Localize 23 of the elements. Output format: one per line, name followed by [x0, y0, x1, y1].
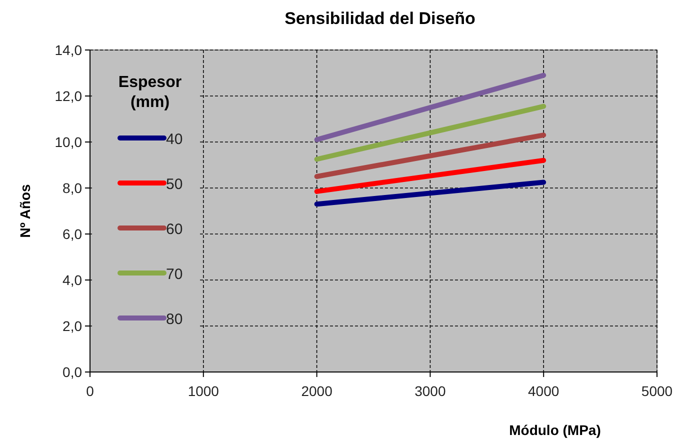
- y-tick-label: 8,0: [62, 180, 82, 196]
- y-tick-label: 10,0: [54, 134, 82, 150]
- legend-label: 50: [166, 176, 183, 193]
- y-tick-label: 2,0: [62, 318, 82, 334]
- x-axis-title: Módulo (MPa): [509, 422, 601, 438]
- x-tick-label: 4000: [528, 383, 560, 399]
- legend-label: 70: [166, 266, 183, 283]
- x-tick-label: 1000: [188, 383, 220, 399]
- legend-label: 80: [166, 311, 183, 328]
- y-tick-label: 14,0: [54, 42, 82, 58]
- y-tick-label: 6,0: [62, 226, 82, 242]
- legend-label: 40: [166, 131, 183, 148]
- x-tick-label: 3000: [414, 383, 446, 399]
- x-tick-label: 0: [86, 383, 94, 399]
- legend-label: 60: [166, 221, 183, 238]
- y-tick-label: 12,0: [54, 88, 82, 104]
- y-tick-label: 4,0: [62, 272, 82, 288]
- x-tick-label: 2000: [301, 383, 333, 399]
- y-tick-label: 0,0: [62, 364, 82, 380]
- chart-title: Sensibilidad del Diseño: [284, 9, 476, 28]
- y-axis-title: Nº Años: [17, 184, 33, 238]
- x-tick-label: 5000: [641, 383, 673, 399]
- legend-title: Espesor (mm): [118, 74, 182, 111]
